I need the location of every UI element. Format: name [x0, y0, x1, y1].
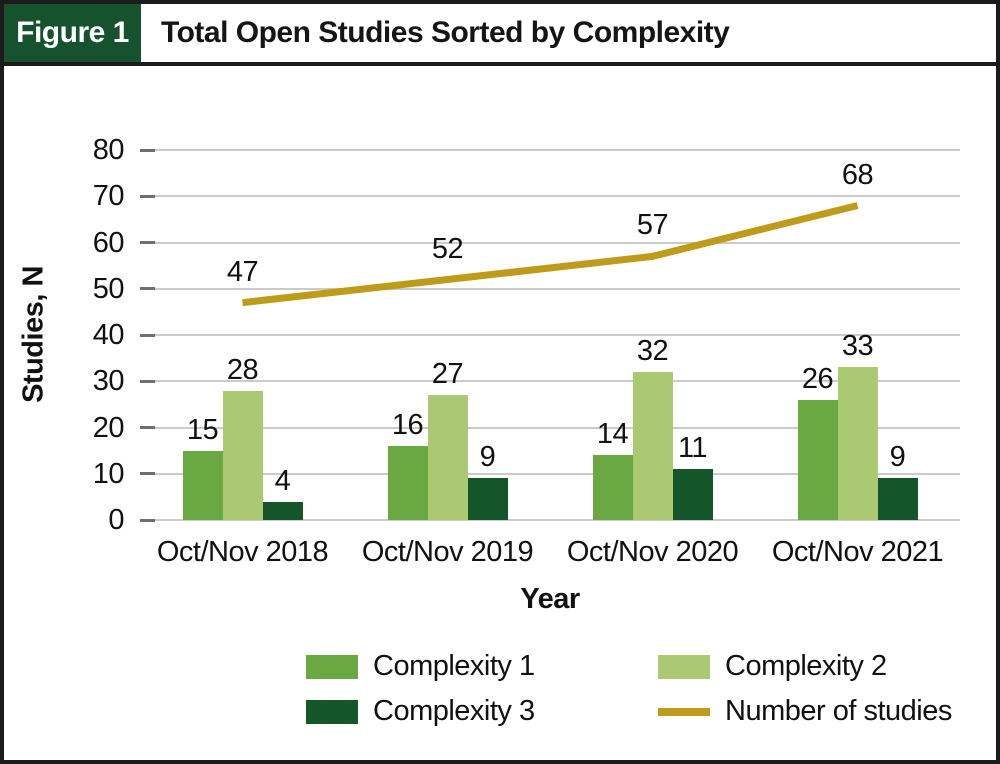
legend-item: Complexity 3 [306, 695, 658, 728]
bar-value-label: 4 [274, 464, 291, 497]
bar-value-label: 26 [801, 362, 834, 395]
x-tick-label-0: Oct/Nov 2018 [156, 536, 329, 568]
bar-complexity-3-0 [262, 501, 303, 520]
bar-complexity-1-1 [387, 446, 428, 520]
legend-label: Number of studies [725, 695, 952, 727]
legend-swatch-bar [658, 654, 710, 679]
bar-complexity-1-0 [182, 450, 223, 520]
bar-value-label: 9 [479, 441, 496, 474]
bar-value-label: 32 [636, 335, 669, 367]
y-tick-label-80: 80 [92, 134, 125, 166]
legend-swatch-bar [306, 654, 358, 679]
bar-complexity-3-2 [672, 469, 713, 520]
bar-complexity-2-1 [427, 395, 468, 520]
legend-swatch-line [658, 707, 710, 716]
y-tickmark-60 [140, 241, 155, 244]
gridline-0 [140, 519, 960, 521]
gridline-70 [140, 195, 960, 198]
y-tick-label-40: 40 [92, 319, 125, 351]
y-tickmark-20 [140, 426, 155, 429]
figure-badge: Figure 1 [4, 4, 141, 62]
bar-complexity-2-2 [632, 372, 673, 520]
legend-item: Complexity 1 [306, 650, 658, 683]
x-tick-label-3: Oct/Nov 2021 [771, 536, 944, 568]
plot-area: 0 10 20 30 40 50 60 70 80 15 16 14 26 28 27 32 33 4 9 11 9 47… [4, 66, 996, 760]
bar-complexity-2-3 [837, 367, 878, 520]
y-tick-label-50: 50 [92, 272, 125, 305]
bar-complexity-3-1 [467, 478, 508, 520]
y-tickmark-0 [140, 518, 155, 522]
legend-item: Number of studies [658, 695, 952, 728]
bar-value-label: 16 [391, 409, 424, 441]
y-tickmark-40 [140, 333, 155, 337]
gridline-80 [140, 149, 960, 151]
y-tick-label-0: 0 [108, 504, 124, 536]
y-tickmark-70 [140, 194, 155, 198]
legend-label: Complexity 1 [373, 650, 535, 682]
legend-label: Complexity 2 [725, 650, 887, 682]
line-value-label: 68 [841, 158, 874, 191]
bar-value-label: 15 [186, 413, 219, 446]
legend-item: Complexity 2 [658, 650, 952, 683]
line-value-label: 57 [636, 209, 669, 242]
legend: Complexity 1 Complexity 2 Complexity 3 Numb… [306, 650, 952, 728]
bar-value-label: 27 [431, 358, 464, 391]
bar-value-label: 11 [677, 432, 708, 465]
bar-value-label: 9 [889, 441, 906, 474]
legend-swatch-bar [306, 699, 358, 724]
gridline-40 [140, 334, 960, 336]
bar-complexity-3-3 [877, 478, 918, 520]
bar-complexity-1-3 [797, 399, 838, 520]
line-value-label: 52 [431, 232, 464, 265]
bar-value-label: 28 [226, 353, 259, 386]
figure-title: Total Open Studies Sorted by Complexity [161, 16, 730, 49]
x-tick-label-1: Oct/Nov 2019 [361, 536, 534, 568]
line-value-label: 47 [226, 255, 259, 288]
y-tick-label-10: 10 [92, 457, 125, 490]
y-tick-label-30: 30 [92, 365, 125, 398]
bar-value-label: 33 [841, 330, 874, 363]
x-axis-title: Year [520, 583, 580, 615]
y-tickmark-10 [140, 472, 155, 476]
x-tick-label-2: Oct/Nov 2020 [566, 536, 739, 568]
gridline-30 [140, 380, 960, 383]
gridline-60 [140, 241, 960, 244]
y-tickmark-50 [140, 287, 155, 291]
gridline-20 [140, 426, 960, 429]
bar-complexity-1-2 [592, 455, 633, 520]
y-tickmark-80 [140, 148, 155, 152]
figure-header: Figure 1 Total Open Studies Sorted by Co… [4, 4, 996, 66]
chart-body: Studies, N 0 10 20 30 40 50 60 70 80 15 16 14 26 28 27… [4, 66, 996, 760]
gridline-10 [140, 472, 960, 475]
bar-value-label: 14 [596, 418, 629, 451]
y-tick-label-60: 60 [92, 226, 125, 259]
y-tickmark-30 [140, 379, 155, 383]
legend-label: Complexity 3 [373, 695, 535, 727]
y-tick-label-70: 70 [92, 180, 125, 213]
y-tick-label-20: 20 [92, 411, 125, 444]
bar-complexity-2-0 [222, 390, 263, 520]
